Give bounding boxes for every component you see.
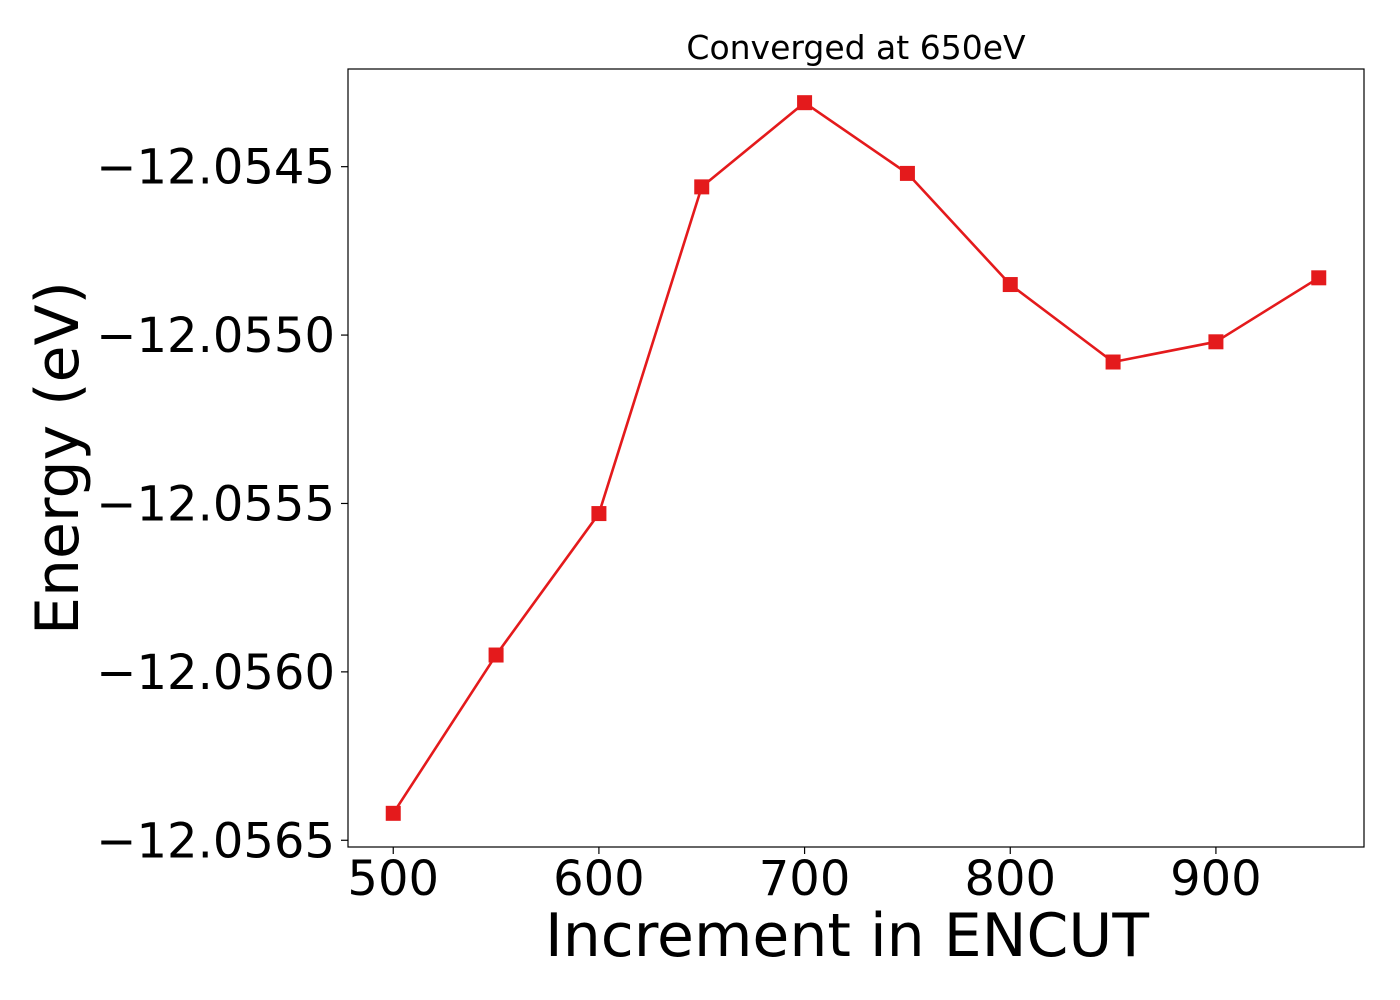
x-tick-label: 700 [759, 851, 851, 907]
series-layer [385, 95, 1327, 821]
plot-area-frame [347, 68, 1365, 848]
x-axis-ticks: 500 600 700 800 900 [347, 847, 1262, 907]
data-point-marker [1002, 277, 1018, 293]
x-tick-label: 500 [347, 851, 439, 907]
y-tick-label: −12.0565 [96, 813, 335, 869]
x-tick-label: 800 [964, 851, 1056, 907]
series-line [392, 101, 1320, 815]
data-point-marker [1208, 334, 1224, 350]
data-point-marker [694, 179, 710, 195]
x-tick-label: 600 [553, 851, 645, 907]
x-tick-label: 900 [1170, 851, 1262, 907]
y-tick-label: −12.0555 [96, 476, 335, 532]
data-point-marker [488, 647, 504, 663]
y-axis-label: Energy (eV) [23, 281, 93, 635]
y-axis-ticks: −12.0565 −12.0560 −12.0555 −12.0550 −12.0545 [96, 140, 348, 869]
x-axis-label: Increment in ENCUT [545, 901, 1149, 971]
y-tick-label: −12.0550 [96, 308, 335, 364]
data-point-marker [797, 95, 813, 111]
data-point-marker [591, 506, 607, 522]
data-point-marker [385, 805, 401, 821]
data-point-marker [1105, 354, 1121, 370]
data-point-marker [1311, 270, 1327, 286]
chart-title: Converged at 650eV [686, 28, 1026, 67]
data-point-marker [899, 165, 915, 181]
y-tick-label: −12.0545 [96, 140, 335, 196]
y-tick-label: −12.0560 [96, 645, 335, 701]
